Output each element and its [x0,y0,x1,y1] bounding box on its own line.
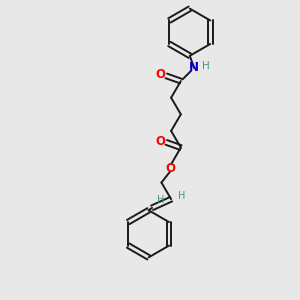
Text: H: H [157,195,164,205]
Text: O: O [156,68,166,81]
Text: N: N [189,61,199,74]
Text: H: H [202,61,210,71]
Text: O: O [156,135,166,148]
Text: H: H [178,191,185,201]
Text: O: O [165,162,175,175]
